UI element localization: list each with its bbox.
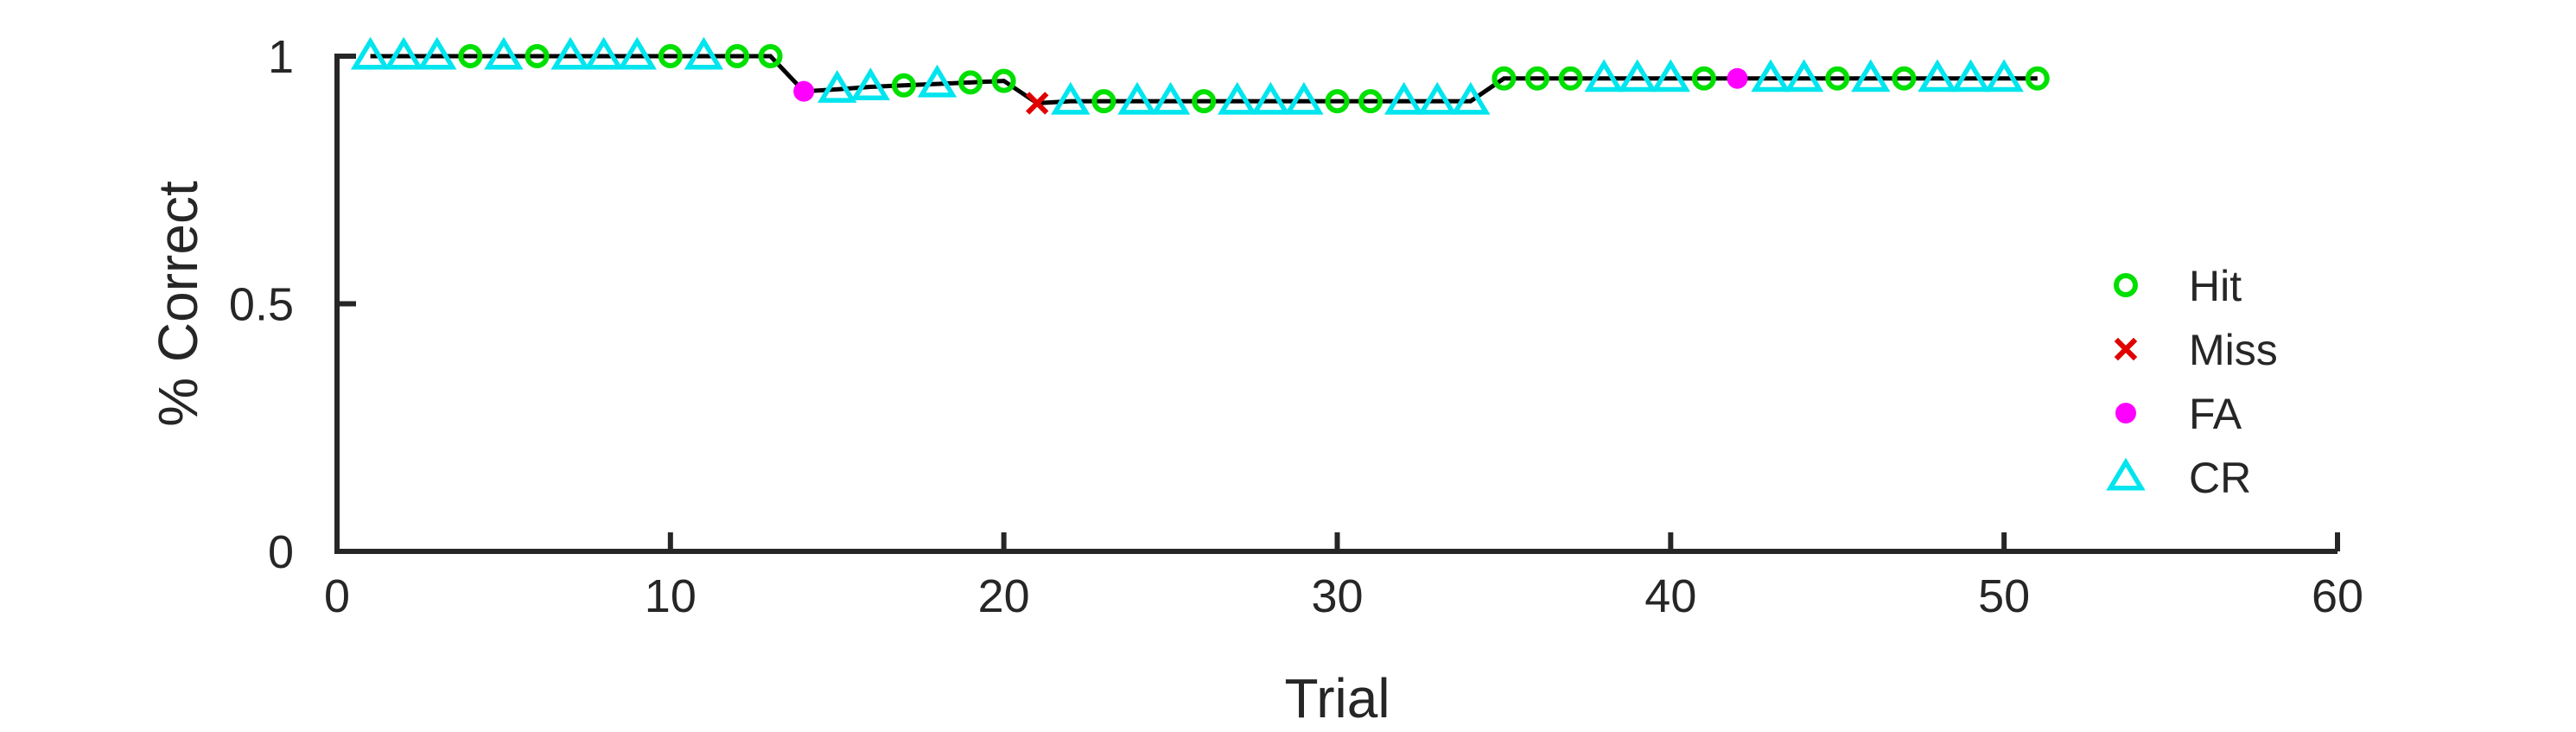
marker-hit [2025,66,2050,91]
marker-hit [1825,66,1850,91]
marker-cr [1218,81,1257,115]
marker-hit [525,44,550,68]
marker-hit [1192,89,1217,114]
x-tick-label: 40 [1644,570,1696,622]
marker-cr [1751,59,1790,92]
y-ticks: 00.51 [229,31,356,578]
legend: Hit Miss FA CR [2106,262,2278,502]
legend-item-fa: FA [2115,390,2242,438]
y-tick-label: 0 [268,526,294,578]
marker-cr [583,36,624,70]
marker-cr [1618,59,1657,92]
legend-marker-fa [2115,403,2136,423]
marker-cr [1851,59,1891,92]
marker-hit [1492,66,1517,91]
marker-cr [550,36,590,70]
marker-cr [1451,81,1491,115]
x-tick-label: 60 [2312,570,2363,622]
marker-cr [617,36,657,70]
legend-label: FA [2189,390,2242,438]
legend-marker-cr [2106,457,2146,491]
x-tick-label: 30 [1311,570,1363,622]
y-tick-label: 0.5 [229,279,294,331]
marker-cr [1284,81,1324,115]
marker-cr [817,70,857,103]
marker-hit [1525,66,1549,91]
marker-cr [1417,81,1457,115]
legend-label: Miss [2189,326,2278,374]
x-ticks: 0 10 20 30 40 50 60 [324,532,2363,622]
marker-hit [1358,89,1383,114]
x-tick-label: 50 [1978,570,2030,622]
x-tick-label: 20 [978,570,1030,622]
marker-hit [658,44,683,68]
marker-cr [1584,59,1624,92]
legend-label: Hit [2189,262,2242,310]
legend-marker-miss [2114,337,2138,361]
x-axis-label: Trial [1284,667,1390,729]
marker-hit [891,73,916,98]
y-tick-label: 1 [268,31,294,83]
marker-cr [1383,81,1424,115]
y-axis-label: % Correct [147,181,209,427]
marker-cr [417,36,457,70]
marker-hit [1691,66,1716,91]
marker-miss [1026,92,1049,115]
legend-item-miss: Miss [2114,326,2278,374]
legend-marker-hit [2114,273,2138,297]
marker-hit [458,44,483,68]
marker-fa [793,80,815,102]
marker-hit [991,68,1016,93]
marker-cr [850,67,891,101]
marker-cr [1150,81,1191,115]
marker-hit [758,44,783,68]
legend-label: CR [2189,454,2251,502]
marker-cr [484,36,524,70]
marker-cr [1651,59,1691,92]
marker-cr [1250,81,1291,115]
marker-cr [1117,81,1157,115]
marker-hit [725,44,749,68]
legend-item-hit: Hit [2114,262,2242,310]
marker-hit [1091,89,1116,114]
marker-fa [1727,67,1748,89]
marker-cr [684,36,724,70]
percent-correct-line [370,54,2038,105]
axes [334,54,2337,554]
marker-cr [1784,59,1824,92]
marker-hit [958,70,983,95]
marker-cr [1950,59,1991,92]
x-tick-label: 10 [645,570,696,622]
marker-cr [384,36,423,70]
marker-hit [1325,89,1350,114]
marker-cr [1984,59,2024,92]
marker-hit [1892,66,1917,91]
marker-cr [1918,59,1957,92]
marker-cr [1051,81,1091,115]
x-tick-label: 0 [324,570,350,622]
marker-cr [917,64,957,98]
marker-hit [1558,66,1583,91]
trial-markers [350,36,2050,115]
legend-item-cr: CR [2106,454,2251,502]
marker-cr [350,36,391,70]
